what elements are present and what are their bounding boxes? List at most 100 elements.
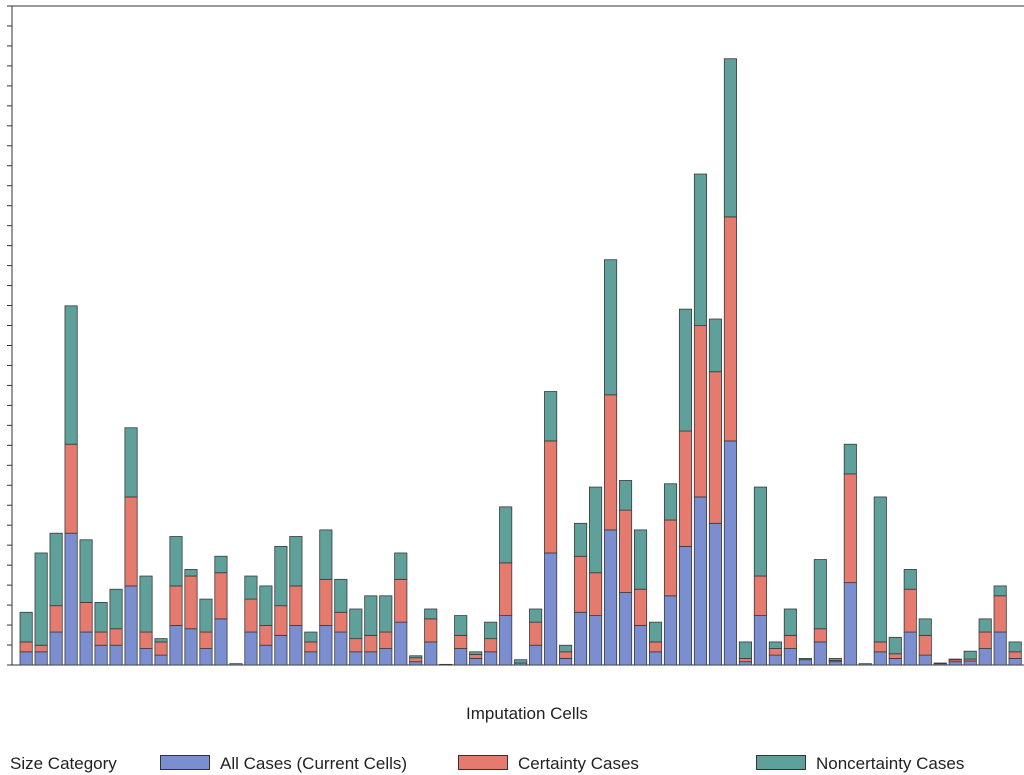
bar-segment-all-cases	[454, 648, 468, 666]
bar-segment-certainty-cases	[484, 638, 498, 653]
bar-segment-all-cases	[394, 621, 408, 666]
bar-segment-certainty-cases	[813, 628, 827, 643]
bar-segment-noncertainty-cases	[109, 588, 123, 630]
bar-segment-noncertainty-cases	[723, 58, 737, 218]
bar-segment-all-cases	[559, 658, 573, 666]
bar-segment-certainty-cases	[589, 572, 603, 616]
bar-segment-noncertainty-cases	[783, 608, 797, 636]
bar-segment-certainty-cases	[94, 631, 108, 646]
bar-segment-all-cases	[723, 440, 737, 666]
bar-segment-noncertainty-cases	[424, 608, 438, 620]
bar-segment-all-cases	[529, 644, 543, 666]
bar-segment-all-cases	[199, 648, 213, 666]
bar-segment-certainty-cases	[738, 658, 752, 663]
bar-segment-noncertainty-cases	[753, 486, 767, 577]
bar-segment-noncertainty-cases	[319, 529, 333, 580]
bar-segment-noncertainty-cases	[903, 569, 917, 590]
legend: Size Category All Cases (Current Cells) …	[10, 752, 1020, 774]
bar-segment-noncertainty-cases	[633, 529, 648, 590]
bar-segment-noncertainty-cases	[334, 578, 348, 613]
bar-segment-noncertainty-cases	[289, 536, 303, 587]
bar-segment-certainty-cases	[289, 585, 303, 626]
bar-segment-certainty-cases	[529, 621, 543, 646]
bar-segment-certainty-cases	[169, 585, 183, 626]
bar-segment-noncertainty-cases	[663, 483, 678, 521]
bar-segment-all-cases	[693, 496, 708, 666]
bar-segment-certainty-cases	[978, 631, 992, 649]
bar-segment-certainty-cases	[633, 588, 648, 626]
bar-segment-noncertainty-cases	[843, 443, 857, 475]
bar-segment-all-cases	[708, 522, 722, 666]
bar-segment-noncertainty-cases	[993, 585, 1007, 597]
bar-segment-all-cases	[214, 618, 228, 666]
bar-segment-all-cases	[619, 592, 633, 666]
bar-segment-certainty-cases	[604, 394, 618, 531]
bar-segment-all-cases	[289, 625, 303, 666]
bar-segment-noncertainty-cases	[978, 618, 992, 633]
bar-segment-certainty-cases	[723, 216, 737, 442]
bar-segment-all-cases	[244, 631, 258, 666]
bar-segment-all-cases	[379, 648, 393, 666]
bar-segment-all-cases	[424, 641, 438, 666]
bar-segment-noncertainty-cases	[544, 391, 558, 442]
legend-swatch-all-cases	[160, 755, 210, 770]
bar-segment-certainty-cases	[843, 473, 857, 584]
bar-segment-noncertainty-cases	[124, 427, 138, 498]
bar-segment-certainty-cases	[124, 496, 138, 587]
bar-segment-certainty-cases	[454, 634, 468, 649]
bar-segment-certainty-cases	[214, 572, 228, 620]
bar-segment-certainty-cases	[259, 625, 273, 646]
bar-segment-noncertainty-cases	[274, 545, 288, 607]
bar-segment-noncertainty-cases	[454, 615, 468, 636]
bar-segment-certainty-cases	[184, 575, 198, 630]
legend-label-certainty-cases: Certainty Cases	[518, 754, 639, 773]
legend-swatch-certainty-cases	[458, 755, 508, 770]
bar-segment-all-cases	[439, 663, 453, 666]
bar-segment-noncertainty-cases	[244, 575, 258, 600]
axes	[7, 5, 1024, 666]
bar-segment-noncertainty-cases	[529, 608, 543, 623]
bar-segment-certainty-cases	[424, 618, 438, 643]
bar-segment-all-cases	[64, 532, 78, 666]
bar-segment-certainty-cases	[334, 611, 348, 633]
bar-segment-all-cases	[813, 641, 827, 666]
bar-segment-all-cases	[49, 631, 63, 666]
bar-segment-noncertainty-cases	[813, 559, 827, 630]
bar-segment-certainty-cases	[394, 578, 408, 623]
bar-segment-all-cases	[798, 659, 812, 666]
legend-title: Size Category	[10, 754, 117, 773]
bar-segment-noncertainty-cases	[199, 598, 213, 633]
bar-segment-noncertainty-cases	[79, 539, 93, 603]
bar-segment-certainty-cases	[499, 562, 513, 616]
bar-segment-certainty-cases	[364, 634, 378, 653]
bar-segment-noncertainty-cases	[1008, 641, 1022, 653]
bar-segment-noncertainty-cases	[888, 636, 902, 655]
bar-segment-all-cases	[484, 651, 498, 666]
bar-segment-certainty-cases	[139, 631, 153, 649]
bar-segment-noncertainty-cases	[589, 486, 603, 574]
bar-segment-certainty-cases	[933, 662, 947, 665]
bar-segment-all-cases	[499, 615, 513, 666]
bar-segment-certainty-cases	[888, 653, 902, 659]
bar-segment-all-cases	[663, 595, 678, 666]
bar-segment-certainty-cases	[678, 430, 693, 547]
bar-segment-noncertainty-cases	[94, 601, 108, 633]
bar-segment-all-cases	[349, 651, 363, 666]
bar-segment-all-cases	[19, 651, 33, 666]
bar-segment-all-cases	[319, 625, 333, 666]
bar-segment-noncertainty-cases	[708, 318, 722, 373]
bar-segment-all-cases	[978, 648, 992, 666]
bar-segment-certainty-cases	[274, 605, 288, 636]
bar-segment-noncertainty-cases	[858, 663, 872, 666]
bar-segment-certainty-cases	[783, 634, 797, 649]
legend-swatch-noncertainty-cases	[756, 755, 806, 770]
legend-label-all-cases: All Cases (Current Cells)	[220, 754, 408, 773]
bar-segment-all-cases	[753, 615, 767, 666]
bar-segment-all-cases	[948, 661, 962, 666]
bar-segment-noncertainty-cases	[514, 659, 528, 664]
bar-segment-all-cases	[409, 661, 423, 666]
bar-segment-all-cases	[768, 654, 782, 666]
bar-segment-certainty-cases	[304, 641, 318, 653]
